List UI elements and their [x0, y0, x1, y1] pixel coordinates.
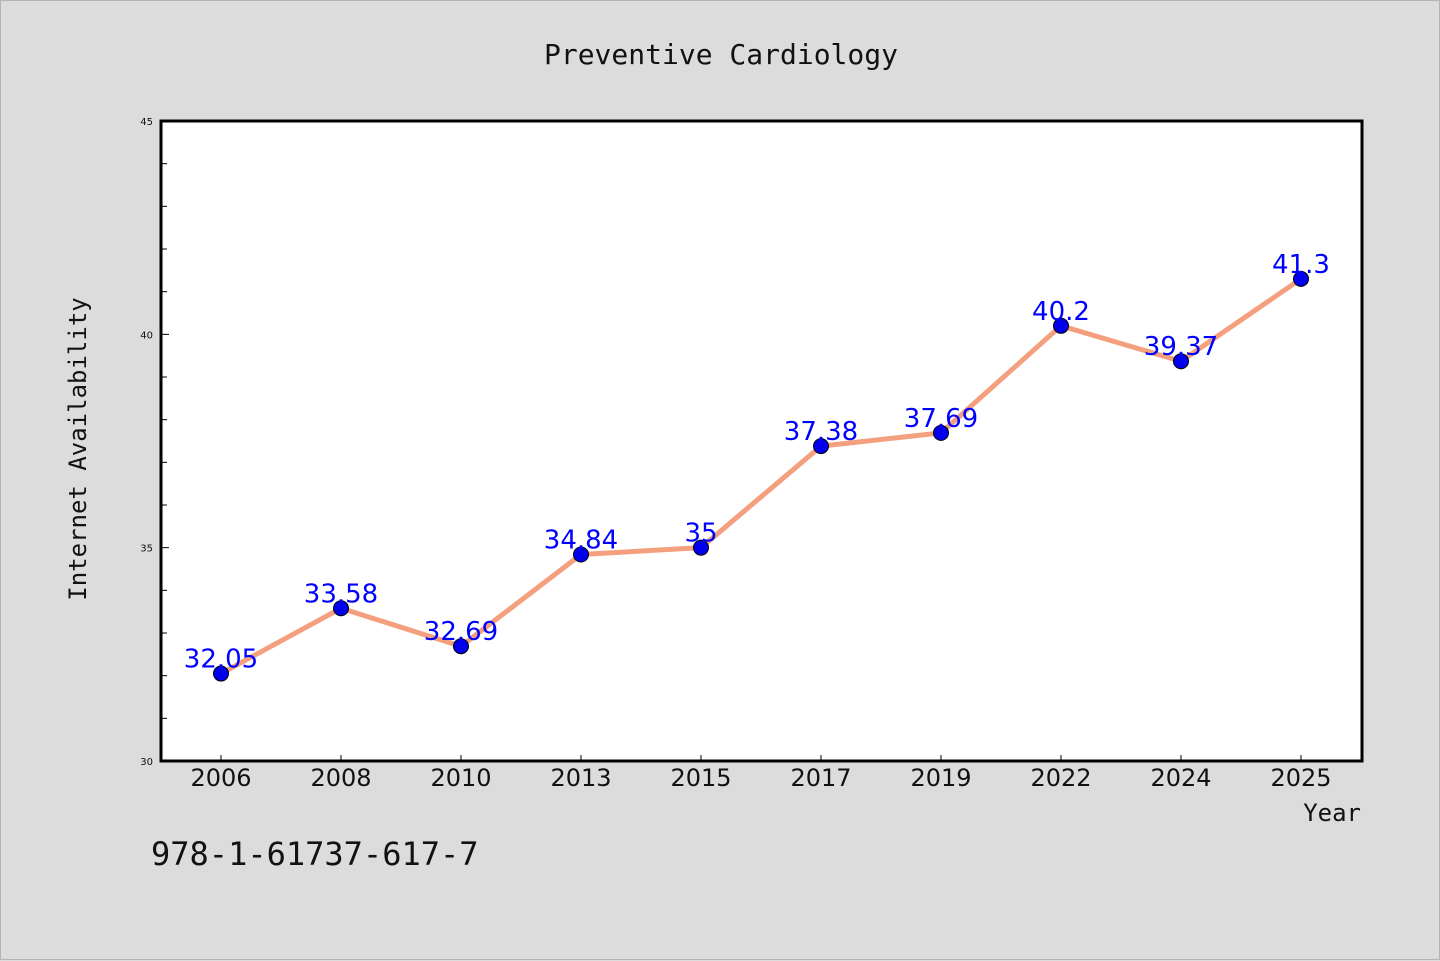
plot-area: [159, 119, 1364, 763]
x-tick-label: 2006: [190, 764, 251, 792]
data-point: [693, 539, 709, 556]
x-tick-label: 2015: [670, 764, 731, 792]
data-label: 32.69: [424, 617, 498, 647]
series-line: [218, 276, 1304, 677]
data-label: 40.2: [1032, 297, 1090, 327]
x-tick-label: 2024: [1150, 764, 1211, 792]
x-tick-label: 2022: [1030, 764, 1091, 792]
data-point: [453, 638, 469, 655]
data-point: [1173, 353, 1189, 370]
y-tick-label: 30: [140, 757, 153, 768]
data-point: [333, 600, 349, 617]
x-tick-label: 2010: [430, 764, 491, 792]
x-tick-label: 2013: [550, 764, 611, 792]
x-tick-label: 2025: [1270, 764, 1331, 792]
x-axis-label: Year: [1303, 799, 1361, 827]
isbn-text: 978-1-61737-617-7: [151, 835, 479, 873]
data-label: 33.58: [304, 579, 378, 609]
y-axis-label: Internet Availability: [64, 297, 92, 600]
y-tick-label: 45: [140, 117, 153, 128]
data-point: [813, 438, 829, 455]
data-label: 32.05: [184, 645, 258, 675]
data-point: [933, 424, 949, 441]
x-tick-label: 2017: [790, 764, 851, 792]
x-axis: 2006 2008 2010 2013 2015 2017 2019 2022 2024 2025: [190, 755, 1332, 792]
x-tick-label: 2019: [910, 764, 971, 792]
y-axis: 30 35 40 45: [140, 117, 169, 768]
data-label: 39.37: [1144, 332, 1218, 362]
y-tick-label: 35: [140, 544, 153, 555]
x-tick-label: 2008: [310, 764, 371, 792]
data-point: [1053, 317, 1069, 334]
data-label: 41.3: [1272, 250, 1330, 280]
data-label: 35: [684, 519, 717, 549]
data-label: 37.69: [904, 404, 978, 434]
data-label: 37.38: [784, 417, 858, 447]
data-point: [1293, 270, 1309, 287]
data-label: 34.84: [544, 525, 618, 555]
y-tick-label: 40: [140, 330, 153, 341]
data-point: [573, 546, 589, 563]
chart-title: Preventive Cardiology: [544, 38, 898, 71]
series-layer: 32.05 33.58 32.69 34.84 35 37.38 37.69 40.2 39.3…: [184, 250, 1330, 682]
data-point: [213, 665, 229, 682]
